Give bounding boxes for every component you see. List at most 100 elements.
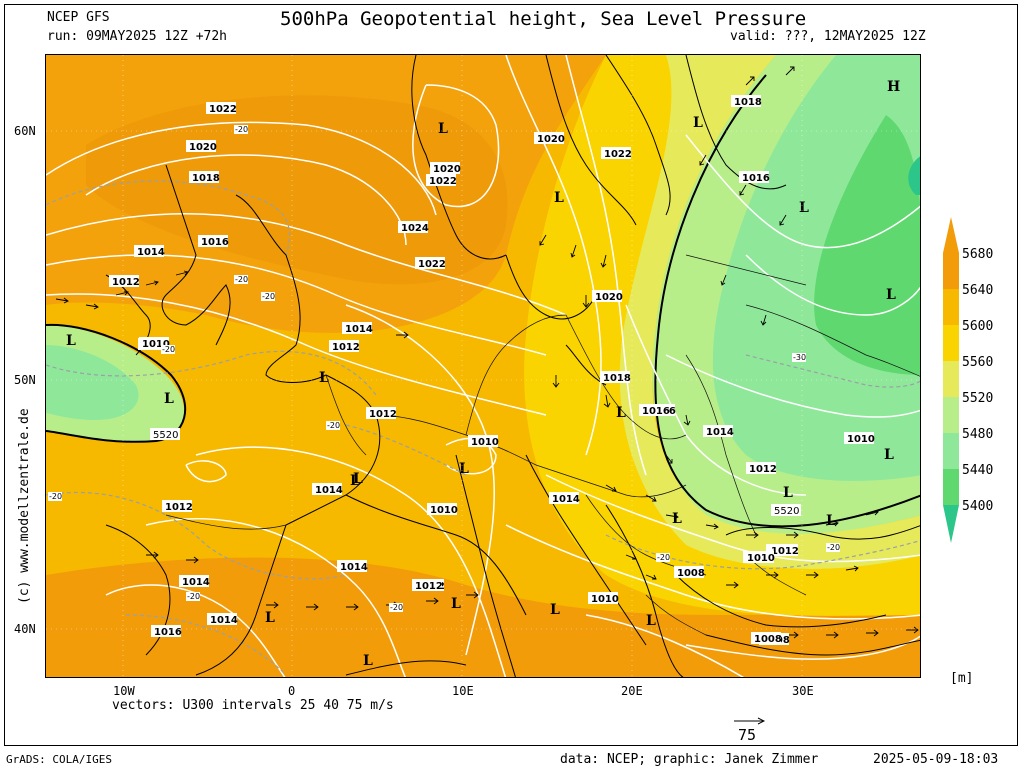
isobar-label: 1022 (604, 149, 632, 160)
high-center: H (887, 79, 900, 95)
lat-tick-40n: 40N (14, 622, 36, 636)
vector-reference-arrow (734, 717, 766, 725)
temp-label: -20 (187, 592, 200, 601)
isobar-label: 1016 (642, 406, 670, 417)
contour-5520-east (654, 74, 920, 528)
low-center: L (554, 190, 564, 206)
colorbar-label: 5600 (962, 319, 994, 334)
temp-label: -20 (657, 553, 670, 562)
colorbar-bottom-cap (943, 505, 959, 543)
isobar-label: 1010 (142, 339, 170, 350)
height-band-5400 (908, 156, 920, 195)
isobar-label: 1010 (471, 437, 499, 448)
temp-label: -20 (235, 275, 248, 284)
lat-tick-50n: 50N (14, 373, 36, 387)
colorbar-label: 5640 (962, 283, 994, 298)
temperature-labels: -20 -20 -20 -20 -20 -20 -20 -20 -20 -30 … (48, 125, 840, 612)
low-center: L (799, 200, 809, 216)
valid-time: valid: ???, 12MAY2025 12Z (730, 29, 926, 44)
temp-label: -20 (327, 421, 340, 430)
low-center: L (646, 613, 656, 629)
temp-label: -20 (262, 292, 275, 301)
isobar-label: 1018 (192, 173, 220, 184)
colorbar (943, 217, 959, 543)
lon-tick-0: 0 (288, 684, 296, 698)
contour-5520-west (46, 323, 187, 443)
west-low-5480 (46, 345, 139, 420)
low-center: L (438, 121, 448, 137)
colorbar-cell (943, 253, 959, 289)
isobar-label: 1010 (591, 594, 619, 605)
isobar-label: 1012 (749, 464, 777, 475)
isobar-label: 1024 (401, 223, 429, 234)
temp-label: -20 (162, 345, 175, 354)
lat-tick-60n: 60N (14, 124, 36, 138)
isobar-label: 1014 (552, 494, 580, 505)
isobar-label: 1008 (677, 568, 705, 579)
footer-center: data: NCEP; graphic: Janek Zimmer (560, 752, 819, 767)
low-center: L (616, 405, 626, 421)
watermark: (c) www.modellzentrale.de (17, 408, 32, 604)
temp-label: -20 (235, 125, 248, 134)
temp-label: -30 (793, 353, 806, 362)
temp-label: -20 (390, 603, 403, 612)
isobar-label: 1020 (433, 164, 461, 175)
low-center: L (886, 287, 896, 303)
colorbar-label: 5400 (962, 499, 994, 514)
wind-vectors (55, 66, 919, 639)
isobar-label: 1012 (369, 409, 397, 420)
low-center: L (672, 511, 682, 527)
lon-tick-20e: 20E (621, 684, 643, 698)
isobar-label: 1014 (210, 615, 238, 626)
isobar-label: 1020 (537, 134, 565, 145)
isobar-label: 1014 (182, 577, 210, 588)
colorbar-label: 5680 (962, 247, 994, 262)
chart-title: 500hPa Geopotential height, Sea Level Pr… (280, 8, 807, 30)
low-center: L (783, 485, 793, 501)
temp-isolines (46, 180, 920, 676)
lon-tick-10w: 10W (113, 684, 135, 698)
colorbar-cell (943, 433, 959, 469)
graticule (46, 55, 920, 677)
isobar-label: 1016 (742, 173, 770, 184)
isobar-label: 1016 (201, 237, 229, 248)
isobar-label: 1012 (332, 342, 360, 353)
isobar-label: 1008 (754, 634, 782, 645)
temp-label: -20 (49, 492, 62, 501)
low-center: L (459, 461, 469, 477)
colorbar-top-cap (943, 217, 959, 253)
low-center: L (826, 513, 836, 529)
isobar-labels: 1022 1020 1018 1016 1014 1012 1010 1020 … (109, 95, 875, 646)
isobar-label: 1010 (747, 553, 775, 564)
lon-tick-30e: 30E (792, 684, 814, 698)
isobar-label: 1014 (340, 562, 368, 573)
height-band-5440 (814, 115, 920, 375)
low-center: L (353, 471, 363, 487)
map-panel: 1022 1020 1018 1016 1014 1012 1010 1020 … (45, 54, 921, 678)
isobar-label: 1018 (603, 373, 631, 384)
low-center: L (693, 115, 703, 131)
isobar-label: 1014 (137, 247, 165, 258)
colorbar-label: 5520 (962, 391, 994, 406)
isobar-label: 1022 (429, 176, 457, 187)
low-center: L (350, 473, 360, 489)
isobar-label: 1020 (189, 142, 217, 153)
height-labels: 5520 5520 (150, 428, 801, 517)
vectors-note: vectors: U300 intervals 25 40 75 m/s (112, 698, 394, 713)
isobar-label: 1020 (595, 292, 623, 303)
low-center: L (884, 447, 894, 463)
isobar-label: 1012 (415, 581, 443, 592)
colorbar-label: 5440 (962, 463, 994, 478)
footer-right: 2025-05-09-18:03 (873, 752, 999, 767)
isobar-label: 1012 (165, 502, 193, 513)
isobar-label: 1014 (345, 324, 373, 335)
plot-frame (4, 4, 1018, 746)
colorbar-label: 5560 (962, 355, 994, 370)
coastlines (105, 55, 920, 677)
map-svg: 1022 1020 1018 1016 1014 1012 1010 1020 … (46, 55, 920, 677)
run-info: run: 09MAY2025 12Z +72h (47, 29, 228, 44)
colorbar-cell (943, 469, 959, 505)
footer-left: GrADS: COLA/IGES (6, 753, 112, 766)
height-label: 5520 (774, 506, 799, 517)
isobar-label: 1010 (430, 505, 458, 516)
